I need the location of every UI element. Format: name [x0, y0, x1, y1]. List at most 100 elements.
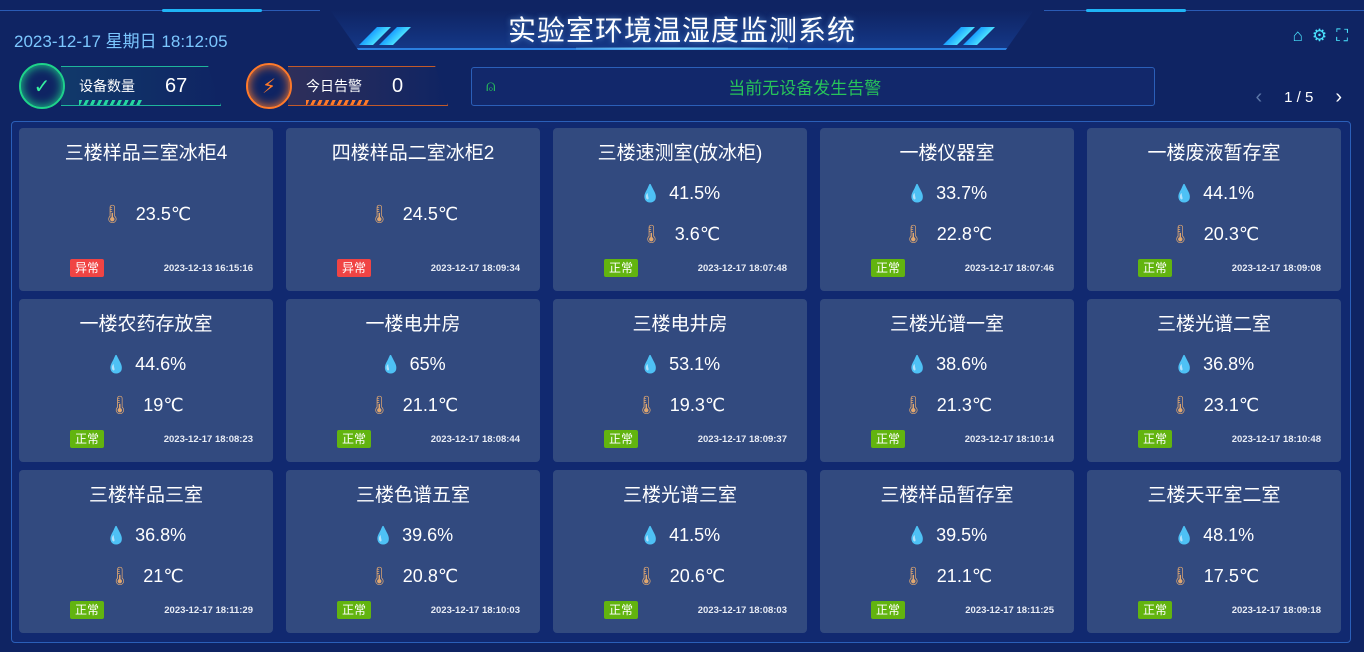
temperature-row: 🌡︎ 21℃ — [108, 565, 183, 589]
humidity-value: 53.1% — [669, 354, 721, 374]
status-badge: 正常 — [70, 430, 105, 448]
update-time: 2023-12-17 18:10:14 — [964, 433, 1054, 445]
thermometer-icon: 🌡︎ — [1168, 566, 1192, 586]
gear-icon[interactable]: ⚙ — [1311, 26, 1328, 45]
update-time: 2023-12-17 18:07:48 — [697, 262, 787, 274]
humidity-icon: 💧 — [639, 525, 661, 545]
humidity-icon: 💧 — [372, 525, 394, 545]
status-badge: 正常 — [871, 430, 906, 448]
fullscreen-icon[interactable]: ⛶ — [1336, 26, 1348, 45]
humidity-icon: 💧 — [105, 354, 127, 374]
temperature-value: 20.3℃ — [1203, 224, 1260, 244]
update-time: 2023-12-17 18:08:44 — [430, 433, 520, 445]
humidity-value: 38.6% — [936, 354, 988, 374]
thermometer-icon: 🌡︎ — [901, 224, 925, 244]
update-time: 2023-12-17 18:09:34 — [430, 262, 520, 274]
device-name: 三楼光谱二室 — [1156, 314, 1271, 335]
thermometer-icon: 🌡︎ — [639, 224, 663, 244]
device-card[interactable]: 一楼仪器室 💧 33.7% 🌡︎ 22.8℃ 正常 2023-12-17 18:07:4… — [820, 128, 1074, 291]
device-name: 一楼农药存放室 — [79, 314, 213, 335]
humidity-row: 💧 41.5% — [640, 182, 720, 206]
temperature-value: 21.1℃ — [402, 395, 459, 415]
update-time: 2023-12-13 16:15:16 — [163, 262, 253, 274]
humidity-value: 36.8% — [135, 525, 187, 545]
status-badge: 正常 — [1138, 430, 1173, 448]
status-badge: 正常 — [604, 601, 639, 619]
siren-icon: ⚡ — [246, 63, 292, 109]
next-page-button[interactable]: › — [1335, 86, 1342, 108]
temperature-row: 🌡︎ 17.5℃ — [1169, 565, 1259, 589]
datetime: 2023-12-17 星期日 18:12:05 — [14, 32, 228, 51]
device-count-value: 67 — [165, 74, 188, 97]
temperature-value: 20.8℃ — [402, 566, 459, 586]
temperature-value: 21.1℃ — [936, 566, 993, 586]
thermometer-icon: 🌡︎ — [1168, 224, 1192, 244]
update-time: 2023-12-17 18:09:08 — [1231, 262, 1321, 274]
check-circle-icon: ✓ — [19, 63, 65, 109]
temperature-value: 17.5℃ — [1203, 566, 1260, 586]
update-time: 2023-12-17 18:10:48 — [1231, 433, 1321, 445]
device-card[interactable]: 三楼光谱三室 💧 41.5% 🌡︎ 20.6℃ 正常 2023-12-17 18:08:… — [553, 470, 807, 633]
device-card[interactable]: 三楼电井房 💧 53.1% 🌡︎ 19.3℃ 正常 2023-12-17 18:09:3… — [553, 299, 807, 462]
device-name: 四楼样品二室冰柜2 — [331, 143, 495, 164]
device-card[interactable]: 一楼废液暂存室 💧 44.1% 🌡︎ 20.3℃ 正常 2023-12-17 18:09… — [1087, 128, 1341, 291]
header-line-right — [1044, 10, 1364, 11]
humidity-icon: 💧 — [1173, 183, 1195, 203]
device-card[interactable]: 三楼速测室(放冰柜) 💧 41.5% 🌡︎ 3.6℃ 正常 2023-12-17 18:… — [553, 128, 807, 291]
device-name: 三楼样品三室冰柜4 — [64, 143, 228, 164]
status-badge: 正常 — [337, 430, 372, 448]
device-card[interactable]: 三楼样品三室冰柜4 🌡︎ 23.5℃ 异常 2023-12-13 16:15:16 — [19, 128, 273, 291]
status-badge: 异常 — [70, 259, 105, 277]
device-card[interactable]: 三楼样品三室 💧 36.8% 🌡︎ 21℃ 正常 2023-12-17 18:11:29 — [19, 470, 273, 633]
device-card[interactable]: 一楼农药存放室 💧 44.6% 🌡︎ 19℃ 正常 2023-12-17 18:08:2… — [19, 299, 273, 462]
device-name: 三楼色谱五室 — [355, 485, 470, 506]
humidity-icon: 💧 — [1173, 354, 1195, 374]
temperature-row: 🌡︎ 21.1℃ — [368, 394, 458, 418]
humidity-value: 39.6% — [402, 525, 454, 545]
home-icon[interactable]: ⌂ — [1292, 26, 1303, 45]
humidity-row: 💧 38.6% — [907, 353, 987, 377]
update-time: 2023-12-17 18:09:18 — [1231, 604, 1321, 616]
status-badge: 异常 — [337, 259, 372, 277]
device-name: 三楼速测室(放冰柜) — [597, 143, 763, 164]
humidity-row: 💧 44.1% — [1174, 182, 1254, 206]
temperature-row: 🌡︎ 21.1℃ — [902, 565, 992, 589]
humidity-icon: 💧 — [639, 354, 661, 374]
temperature-row: 🌡︎ 23.5℃ — [101, 202, 191, 226]
status-badge: 正常 — [337, 601, 372, 619]
device-card[interactable]: 三楼光谱二室 💧 36.8% 🌡︎ 23.1℃ 正常 2023-12-17 18:10:… — [1087, 299, 1341, 462]
device-panel: 三楼样品三室冰柜4 🌡︎ 23.5℃ 异常 2023-12-13 16:15:16 四… — [11, 121, 1351, 643]
temperature-value: 23.5℃ — [135, 203, 192, 224]
device-name: 三楼样品暂存室 — [880, 485, 1014, 506]
temperature-value: 22.8℃ — [936, 224, 993, 244]
status-badge: 正常 — [1138, 259, 1173, 277]
device-grid: 三楼样品三室冰柜4 🌡︎ 23.5℃ 异常 2023-12-13 16:15:16 四… — [19, 128, 1341, 633]
device-card[interactable]: 四楼样品二室冰柜2 🌡︎ 24.5℃ 异常 2023-12-17 18:09:34 — [286, 128, 540, 291]
device-card[interactable]: 三楼色谱五室 💧 39.6% 🌡︎ 20.8℃ 正常 2023-12-17 18:10:… — [286, 470, 540, 633]
page-title: 实验室环境温湿度监测系统 — [507, 15, 856, 46]
device-card[interactable]: 三楼样品暂存室 💧 39.5% 🌡︎ 21.1℃ 正常 2023-12-17 18:11… — [820, 470, 1074, 633]
humidity-icon: 💧 — [105, 525, 127, 545]
thermometer-icon: 🌡︎ — [367, 566, 391, 586]
status-badge: 正常 — [1138, 601, 1173, 619]
device-card[interactable]: 三楼天平室二室 💧 48.1% 🌡︎ 17.5℃ 正常 2023-12-17 18:09… — [1087, 470, 1341, 633]
prev-page-button[interactable]: ‹ — [1255, 86, 1263, 108]
thermometer-icon: 🌡︎ — [367, 203, 391, 224]
device-card[interactable]: 一楼电井房 💧 65% 🌡︎ 21.1℃ 正常 2023-12-17 18:08:44 — [286, 299, 540, 462]
device-name: 三楼样品三室 — [88, 485, 203, 506]
pagination: ‹ 1 / 5 › — [1255, 86, 1342, 109]
humidity-value: 39.5% — [936, 525, 988, 545]
header-tools: ⌂ ⚙ ⛶ — [1293, 27, 1348, 45]
humidity-value: 44.1% — [1203, 183, 1255, 203]
device-card[interactable]: 三楼光谱一室 💧 38.6% 🌡︎ 21.3℃ 正常 2023-12-17 18:10:… — [820, 299, 1074, 462]
device-name: 一楼仪器室 — [899, 143, 995, 164]
humidity-icon: 💧 — [906, 354, 928, 374]
temperature-value: 23.1℃ — [1203, 395, 1260, 415]
temperature-row: 🌡︎ 24.5℃ — [368, 202, 458, 226]
status-badge: 正常 — [70, 601, 105, 619]
alarm-count-value: 0 — [392, 74, 404, 97]
thermometer-icon: 🌡︎ — [634, 395, 658, 415]
thermometer-icon: 🌡︎ — [108, 395, 132, 415]
status-badge: 正常 — [871, 259, 906, 277]
humidity-row: 💧 33.7% — [907, 182, 987, 206]
